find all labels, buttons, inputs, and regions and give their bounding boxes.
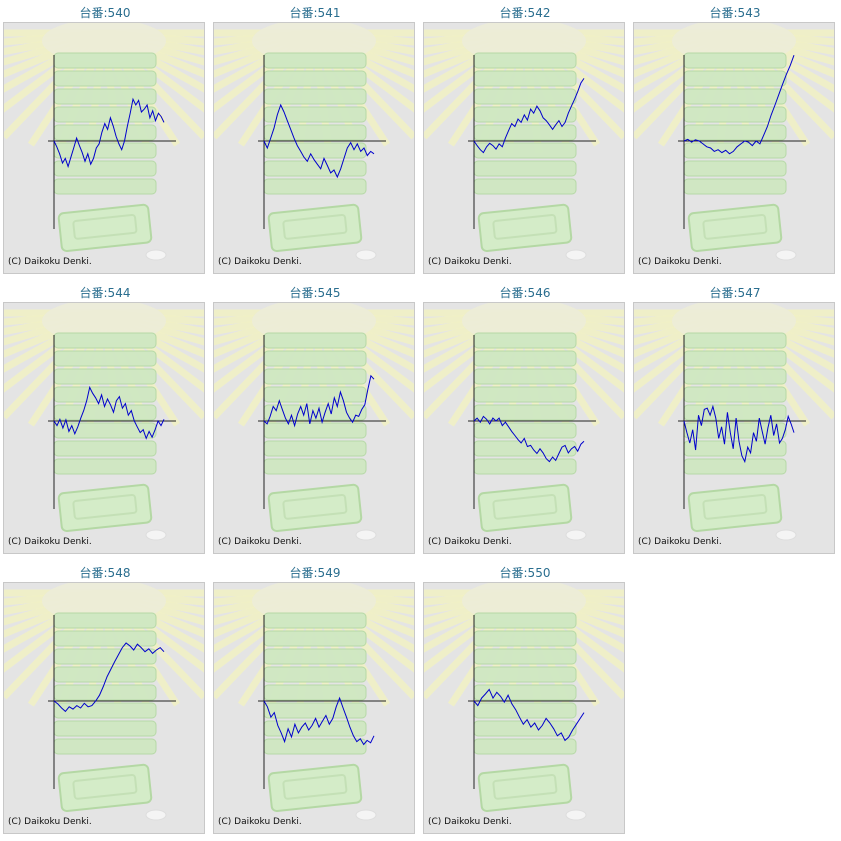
copyright-label: (C) Daikoku Denki. [218,817,302,827]
chart-panel: 台番:541 (C) Daikoku Denki. [210,0,420,280]
series-line [473,688,585,742]
chart-frame: (C) Daikoku Denki. [213,302,415,554]
line-chart [634,23,834,261]
chart-title: 台番:550 [499,566,551,580]
chart-frame: (C) Daikoku Denki. [633,22,835,274]
copyright-label: (C) Daikoku Denki. [428,817,512,827]
chart-title: 台番:545 [289,286,341,300]
series-line [53,642,165,713]
chart-title: 台番:546 [499,286,551,300]
copyright-label: (C) Daikoku Denki. [638,537,722,547]
line-chart [424,303,624,541]
machine-watermark [634,303,834,541]
series-line [263,374,375,428]
copyright-label: (C) Daikoku Denki. [8,817,92,827]
series-line [53,97,165,169]
series-line [53,385,165,440]
chart-panel: 台番:543 (C) Daikoku Denki. [630,0,840,280]
chart-frame: (C) Daikoku Denki. [3,582,205,834]
copyright-label: (C) Daikoku Denki. [428,257,512,267]
chart-frame: (C) Daikoku Denki. [3,302,205,554]
chart-title: 台番:548 [79,566,131,580]
line-chart [214,303,414,541]
line-chart [4,23,204,261]
series-line [263,103,375,179]
line-chart [634,303,834,541]
series-line [683,55,795,155]
copyright-label: (C) Daikoku Denki. [428,537,512,547]
line-chart [214,23,414,261]
chart-title: 台番:547 [709,286,761,300]
chart-frame: (C) Daikoku Denki. [423,22,625,274]
chart-title: 台番:544 [79,286,131,300]
copyright-label: (C) Daikoku Denki. [218,537,302,547]
machine-watermark [4,23,204,261]
chart-frame: (C) Daikoku Denki. [213,22,415,274]
chart-frame: (C) Daikoku Denki. [633,302,835,554]
machine-watermark [634,23,834,261]
chart-frame: (C) Daikoku Denki. [3,22,205,274]
chart-panel: 台番:544 (C) Daikoku Denki. [0,280,210,560]
machine-watermark [214,23,414,261]
chart-title: 台番:543 [709,6,761,20]
copyright-label: (C) Daikoku Denki. [8,537,92,547]
chart-panel: 台番:545 (C) Daikoku Denki. [210,280,420,560]
chart-panel: 台番:546 (C) Daikoku Denki. [420,280,630,560]
chart-panel: 台番:549 (C) Daikoku Denki. [210,560,420,840]
copyright-label: (C) Daikoku Denki. [8,257,92,267]
line-chart [424,23,624,261]
machine-watermark [4,583,204,821]
line-chart [4,303,204,541]
machine-watermark [214,583,414,821]
line-chart [214,583,414,821]
chart-panel: 台番:540 (C) Daikoku Denki. [0,0,210,280]
chart-title: 台番:541 [289,6,341,20]
machine-watermark [424,583,624,821]
chart-frame: (C) Daikoku Denki. [423,582,625,834]
chart-title: 台番:549 [289,566,341,580]
chart-panel: 台番:542 (C) Daikoku Denki. [420,0,630,280]
chart-panel: 台番:547 (C) Daikoku Denki. [630,280,840,560]
line-chart [4,583,204,821]
machine-watermark [4,303,204,541]
chart-title: 台番:540 [79,6,131,20]
chart-frame: (C) Daikoku Denki. [213,582,415,834]
chart-title: 台番:542 [499,6,551,20]
machine-watermark [214,303,414,541]
series-line [473,415,585,463]
chart-panel: 台番:550 (C) Daikoku Denki. [420,560,630,840]
chart-frame: (C) Daikoku Denki. [423,302,625,554]
machine-watermark [424,23,624,261]
copyright-label: (C) Daikoku Denki. [218,257,302,267]
series-line [473,78,585,154]
series-line [683,404,795,464]
copyright-label: (C) Daikoku Denki. [638,257,722,267]
chart-panel: 台番:548 (C) Daikoku Denki. [0,560,210,840]
series-line [263,696,375,746]
line-chart [424,583,624,821]
machine-watermark [424,303,624,541]
